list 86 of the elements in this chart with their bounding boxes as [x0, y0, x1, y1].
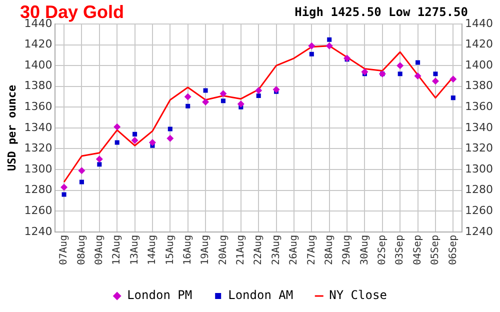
point	[308, 42, 316, 50]
point	[62, 192, 66, 197]
x-tick-label: 05Sep	[430, 234, 442, 266]
y2-tick-label: 1400	[465, 58, 494, 72]
point	[203, 88, 208, 93]
point	[114, 140, 120, 145]
point	[450, 76, 457, 83]
y2-tick-label: 1440	[465, 16, 494, 30]
point	[166, 134, 174, 142]
y2-tick-label: 1280	[465, 183, 494, 196]
y2-tick-label: 1300	[465, 162, 494, 176]
y-tick-label: 1280	[24, 183, 52, 196]
x-tick-label: 22Aug	[253, 234, 264, 266]
x-tick-label: 23Aug	[270, 234, 282, 266]
x-tick-label: 09Aug	[94, 234, 106, 266]
x-tick-label: 21Aug	[236, 234, 247, 266]
x-tick-label: 06Sep	[448, 234, 459, 266]
x-tick-label: 26Aug	[288, 234, 300, 266]
point	[255, 87, 262, 94]
y-tick-label: 1340	[24, 120, 52, 134]
legend-label: London AM	[228, 288, 294, 302]
y-axis-title: USD per ounce	[5, 84, 18, 171]
x-tick-label: 07Aug	[58, 234, 70, 266]
x-tick-label: 08Aug	[76, 234, 88, 266]
point	[344, 54, 351, 62]
point	[148, 139, 156, 146]
x-tick-label: 16Aug	[182, 234, 194, 266]
point	[272, 86, 280, 93]
point	[97, 162, 102, 167]
point	[131, 136, 138, 144]
y-tick-label: 1400	[24, 58, 52, 72]
y2-tick-label: 1360	[465, 100, 494, 114]
point	[432, 78, 439, 85]
x-tick-label: 19Aug	[200, 234, 212, 266]
point	[114, 123, 121, 130]
x-tick-label: 02Sep	[377, 234, 388, 266]
x-tick-label: 29Aug	[342, 234, 353, 266]
x-tick-label: 27Aug	[306, 234, 318, 266]
chart-subtitle: High 1425.50 Low 1275.50	[294, 5, 468, 19]
point	[202, 98, 210, 106]
y-tick-label: 1240	[24, 224, 52, 238]
legend-label: NY Close	[329, 288, 387, 302]
x-tick-label: 12Aug	[112, 234, 123, 266]
point	[220, 98, 226, 104]
y-tick-label: 1420	[24, 38, 52, 51]
legend-label: London PM	[127, 288, 192, 302]
point	[60, 184, 68, 191]
point	[416, 60, 420, 65]
point	[220, 90, 227, 98]
x-tick-label: 28Aug	[324, 234, 335, 266]
x-tick-label: 04Sep	[412, 234, 424, 266]
point	[396, 62, 404, 70]
y-tick-label: 1300	[24, 162, 52, 176]
y2-tick-label: 1320	[465, 142, 494, 155]
point	[168, 126, 172, 132]
point	[361, 68, 368, 76]
point	[309, 52, 314, 56]
point	[186, 104, 190, 108]
y2-tick-label: 1420	[465, 38, 494, 51]
point	[327, 37, 332, 42]
point	[414, 72, 422, 80]
y-tick-label: 1320	[24, 142, 52, 155]
y2-tick-label: 1260	[465, 204, 494, 217]
x-tick-label: 03Sep	[394, 234, 406, 266]
point	[256, 93, 261, 98]
x-tick-label: 13Aug	[129, 234, 140, 266]
point	[398, 72, 402, 76]
point	[96, 156, 103, 163]
point	[184, 93, 192, 100]
point	[326, 42, 333, 50]
x-tick-label: 30Aug	[359, 234, 370, 266]
x-tick-label: 20Aug	[218, 234, 229, 266]
y2-tick-label: 1340	[465, 120, 494, 134]
point	[237, 100, 244, 108]
point	[433, 72, 438, 76]
y-tick-label: 1260	[24, 204, 52, 217]
point	[79, 180, 84, 184]
x-tick-label: 15Aug	[164, 234, 176, 266]
point	[78, 167, 86, 174]
y2-tick-label: 1240	[465, 224, 494, 238]
x-tick-label: 14Aug	[147, 234, 158, 266]
point	[450, 96, 456, 100]
point	[132, 132, 138, 136]
y-tick-label: 1380	[24, 79, 52, 92]
y2-tick-label: 1380	[465, 79, 494, 92]
y-tick-label: 1360	[24, 100, 52, 114]
